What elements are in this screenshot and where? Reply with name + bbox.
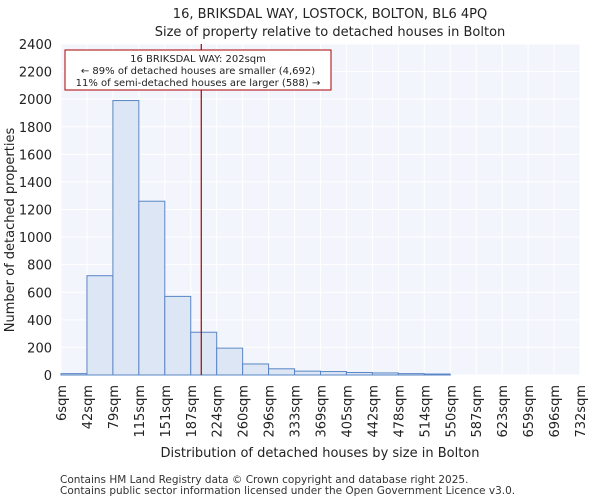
y-tick-label: 1600 bbox=[19, 148, 52, 163]
y-tick-label: 1200 bbox=[19, 204, 52, 219]
x-tick-label: 659sqm bbox=[522, 385, 537, 438]
x-tick-label: 696sqm bbox=[548, 385, 563, 438]
y-tick-label: 1400 bbox=[19, 176, 52, 191]
bars bbox=[60, 100, 451, 376]
y-tick-label: 800 bbox=[27, 259, 52, 274]
y-tick-label: 1000 bbox=[19, 231, 52, 246]
y-tick-label: 1800 bbox=[19, 121, 52, 136]
bar-187sqm bbox=[190, 331, 218, 376]
x-tick-label: 732sqm bbox=[574, 385, 589, 438]
bar-442sqm bbox=[371, 372, 399, 376]
x-tick-label: 623sqm bbox=[496, 385, 511, 438]
bar-42sqm bbox=[86, 275, 114, 376]
annotation-line2: ← 89% of detached houses are smaller (4,… bbox=[81, 66, 315, 77]
x-tick-label: 151sqm bbox=[159, 385, 174, 438]
x-tick-label: 187sqm bbox=[185, 385, 200, 438]
y-tick-label: 2200 bbox=[19, 66, 52, 81]
y-tick-label: 400 bbox=[27, 314, 52, 329]
x-tick-label: 115sqm bbox=[133, 385, 148, 438]
footer-line1: Contains HM Land Registry data © Crown c… bbox=[60, 474, 468, 486]
x-tick-label: 79sqm bbox=[107, 385, 122, 429]
x-tick-label: 514sqm bbox=[418, 385, 433, 438]
x-tick-label: 224sqm bbox=[211, 385, 226, 438]
x-tick-label: 442sqm bbox=[366, 385, 381, 438]
bar-6sqm bbox=[60, 373, 88, 376]
bar-514sqm bbox=[423, 373, 451, 376]
annotation-line1: 16 BRIKSDAL WAY: 202sqm bbox=[130, 54, 266, 65]
y-tick-label: 600 bbox=[27, 286, 52, 301]
y-axis-ticks: 0 200 400 600 800 1000 1200 1400 1600 1800 2000 220… bbox=[19, 38, 52, 384]
x-tick-label: 478sqm bbox=[392, 385, 407, 438]
annotation-line3: 11% of semi-detached houses are larger (… bbox=[76, 78, 321, 89]
bar-115sqm bbox=[138, 200, 166, 376]
x-axis-ticks: 6sqm 42sqm 79sqm 115sqm 151sqm 187sqm 224sqm 26… bbox=[55, 385, 589, 438]
x-tick-label: 42sqm bbox=[81, 385, 96, 429]
x-tick-label: 369sqm bbox=[315, 385, 330, 438]
y-tick-label: 200 bbox=[27, 341, 52, 356]
x-tick-label: 6sqm bbox=[55, 385, 70, 421]
y-axis-label: Number of detached properties bbox=[3, 128, 18, 333]
x-tick-label: 260sqm bbox=[237, 385, 252, 438]
y-tick-label: 0 bbox=[44, 369, 52, 384]
annotation-border bbox=[64, 49, 332, 91]
x-tick-label: 587sqm bbox=[470, 385, 485, 438]
x-tick-label: 333sqm bbox=[289, 385, 304, 438]
x-axis-label: Distribution of detached houses by size … bbox=[160, 446, 479, 461]
x-tick-label: 405sqm bbox=[340, 385, 355, 438]
bar-151sqm bbox=[164, 295, 192, 376]
bar-405sqm bbox=[345, 372, 373, 376]
y-tick-label: 2400 bbox=[19, 38, 52, 53]
bar-369sqm bbox=[320, 371, 347, 376]
annotation-box: 16 BRIKSDAL WAY: 202sqm ← 89% of detache… bbox=[64, 49, 332, 91]
x-tick-label: 550sqm bbox=[444, 385, 459, 438]
footer-line2: Contains public sector information licen… bbox=[60, 485, 515, 497]
x-tick-label: 296sqm bbox=[263, 385, 278, 438]
y-tick-label: 2000 bbox=[19, 93, 52, 108]
bar-478sqm bbox=[397, 373, 425, 376]
bar-333sqm bbox=[294, 370, 321, 376]
chart-subtitle: Size of property relative to detached ho… bbox=[155, 25, 506, 40]
chart-title: 16, BRIKSDAL WAY, LOSTOCK, BOLTON, BL6 4… bbox=[173, 7, 487, 22]
bar-224sqm bbox=[216, 347, 244, 376]
bar-260sqm bbox=[242, 363, 270, 376]
bar-296sqm bbox=[268, 368, 296, 376]
bar-79sqm bbox=[112, 100, 140, 376]
